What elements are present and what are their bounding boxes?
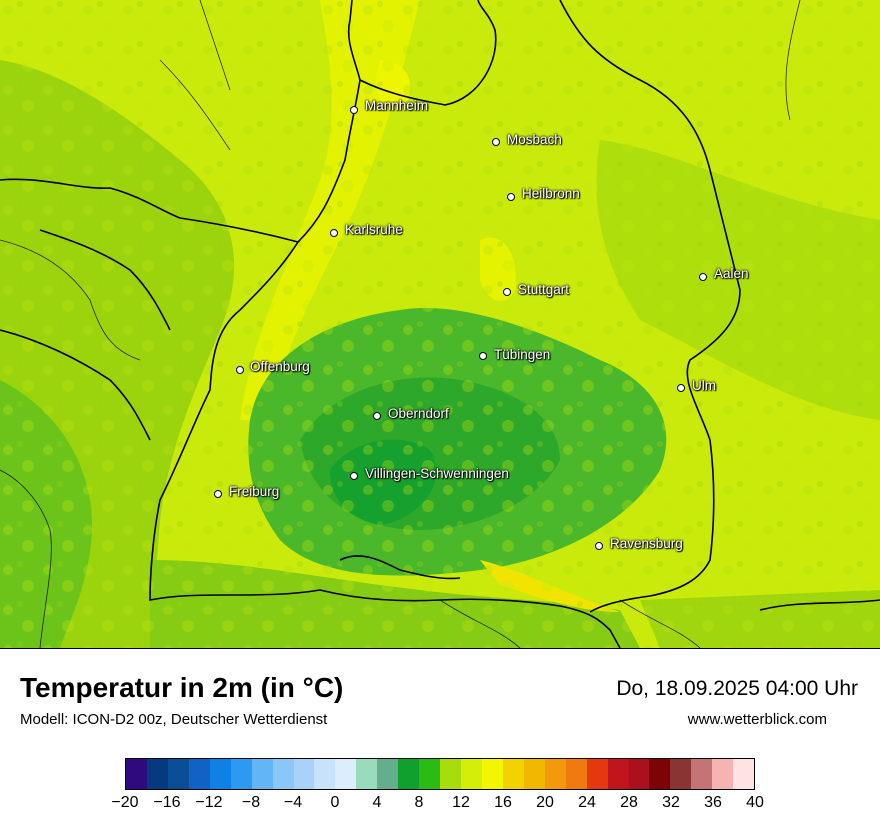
color-scale-tick-label: −12 xyxy=(195,794,223,811)
website-credit: www.wetterblick.com xyxy=(687,711,827,728)
color-scale-swatch xyxy=(209,759,231,789)
city-label-mannheim: Mannheim xyxy=(365,98,429,113)
color-scale-tick-label: 24 xyxy=(578,794,596,811)
city-dot xyxy=(507,193,515,201)
color-scale-swatch xyxy=(544,759,566,789)
color-scale-swatch xyxy=(733,759,755,789)
color-scale-tick-label: 36 xyxy=(704,794,722,811)
color-scale-tick-label: −8 xyxy=(241,794,261,811)
color-scale-swatch xyxy=(481,759,503,789)
color-scale-swatch xyxy=(607,759,629,789)
color-scale-swatch xyxy=(335,759,357,789)
color-scale-swatch xyxy=(649,759,671,789)
color-scale-swatch xyxy=(461,759,482,789)
city-label-freiburg: Freiburg xyxy=(229,484,280,499)
color-scale-swatch xyxy=(126,759,147,789)
map-canvas xyxy=(0,0,880,648)
color-scale-swatch xyxy=(314,759,336,789)
city-dot xyxy=(373,412,381,420)
city-dot xyxy=(330,229,338,237)
map-title: Temperatur in 2m (in °C) xyxy=(20,672,344,703)
color-scale-swatch xyxy=(586,759,608,789)
color-scale-swatch xyxy=(188,759,210,789)
color-scale-tick-label: 4 xyxy=(372,794,382,811)
city-dot xyxy=(699,273,707,281)
color-scale-swatch xyxy=(565,759,587,789)
color-scale-tick-label: 12 xyxy=(452,794,470,811)
model-source: Modell: ICON-D2 00z, Deutscher Wetterdie… xyxy=(20,711,328,728)
city-label-oberndorf: Oberndorf xyxy=(388,406,449,421)
color-scale-tick-label: −16 xyxy=(153,794,181,811)
color-scale-swatch xyxy=(272,759,294,789)
color-scale-swatch xyxy=(691,759,713,789)
city-dot xyxy=(350,472,358,480)
city-dot xyxy=(595,542,603,550)
city-label-aalen: Aalen xyxy=(714,266,749,281)
city-dot xyxy=(236,366,244,374)
city-dot xyxy=(677,384,685,392)
color-scale-ticks: −20 −16 −12 −8 −4 0 4 8 12 16 20 24 28 32 36 40 xyxy=(0,794,880,816)
city-dot xyxy=(350,106,358,114)
color-scale-swatch xyxy=(670,759,692,789)
color-scale-tick-label: 40 xyxy=(746,794,764,811)
forecast-datetime: Do, 18.09.2025 04:00 Uhr xyxy=(616,677,858,700)
color-scale-swatch xyxy=(712,759,734,789)
color-scale-swatch xyxy=(440,759,461,789)
city-label-tuebingen: Tübingen xyxy=(494,347,551,362)
city-label-stuttgart: Stuttgart xyxy=(518,282,570,297)
city-label-karlsruhe: Karlsruhe xyxy=(345,222,403,237)
color-scale-swatch xyxy=(251,759,273,789)
city-label-offenburg: Offenburg xyxy=(250,359,310,374)
color-scale-tick-label: 20 xyxy=(536,794,554,811)
color-scale-swatch xyxy=(502,759,524,789)
color-scale-tick-label: −20 xyxy=(111,794,139,811)
city-label-ravensburg: Ravensburg xyxy=(610,536,683,551)
color-scale-swatch xyxy=(230,759,252,789)
city-dot xyxy=(492,138,500,146)
city-label-villingen-schwenningen: Villingen-Schwenningen xyxy=(365,466,509,481)
city-dot xyxy=(214,490,222,498)
city-dot xyxy=(503,288,511,296)
color-scale-swatch xyxy=(146,759,168,789)
color-scale-swatch xyxy=(628,759,650,789)
city-label-ulm: Ulm xyxy=(692,378,716,393)
color-scale-bar xyxy=(125,758,755,790)
color-scale-tick-label: 0 xyxy=(330,794,340,811)
color-scale-tick-label: 16 xyxy=(494,794,512,811)
color-scale-tick-label: 28 xyxy=(620,794,638,811)
color-scale-tick-label: −4 xyxy=(283,794,303,811)
color-scale-swatch xyxy=(419,759,441,789)
color-scale-tick-label: 32 xyxy=(662,794,680,811)
city-dot xyxy=(479,352,487,360)
color-scale-swatch xyxy=(398,759,420,789)
temperature-map: Mannheim Mosbach Heilbronn Karlsruhe Aal… xyxy=(0,0,880,649)
color-scale-swatch xyxy=(356,759,378,789)
color-scale-swatch xyxy=(523,759,545,789)
city-label-heilbronn: Heilbronn xyxy=(522,186,580,201)
color-scale-swatch xyxy=(293,759,315,789)
color-scale-swatch xyxy=(167,759,189,789)
color-scale-swatch xyxy=(377,759,399,789)
color-scale-tick-label: 8 xyxy=(414,794,424,811)
city-label-mosbach: Mosbach xyxy=(507,132,562,147)
